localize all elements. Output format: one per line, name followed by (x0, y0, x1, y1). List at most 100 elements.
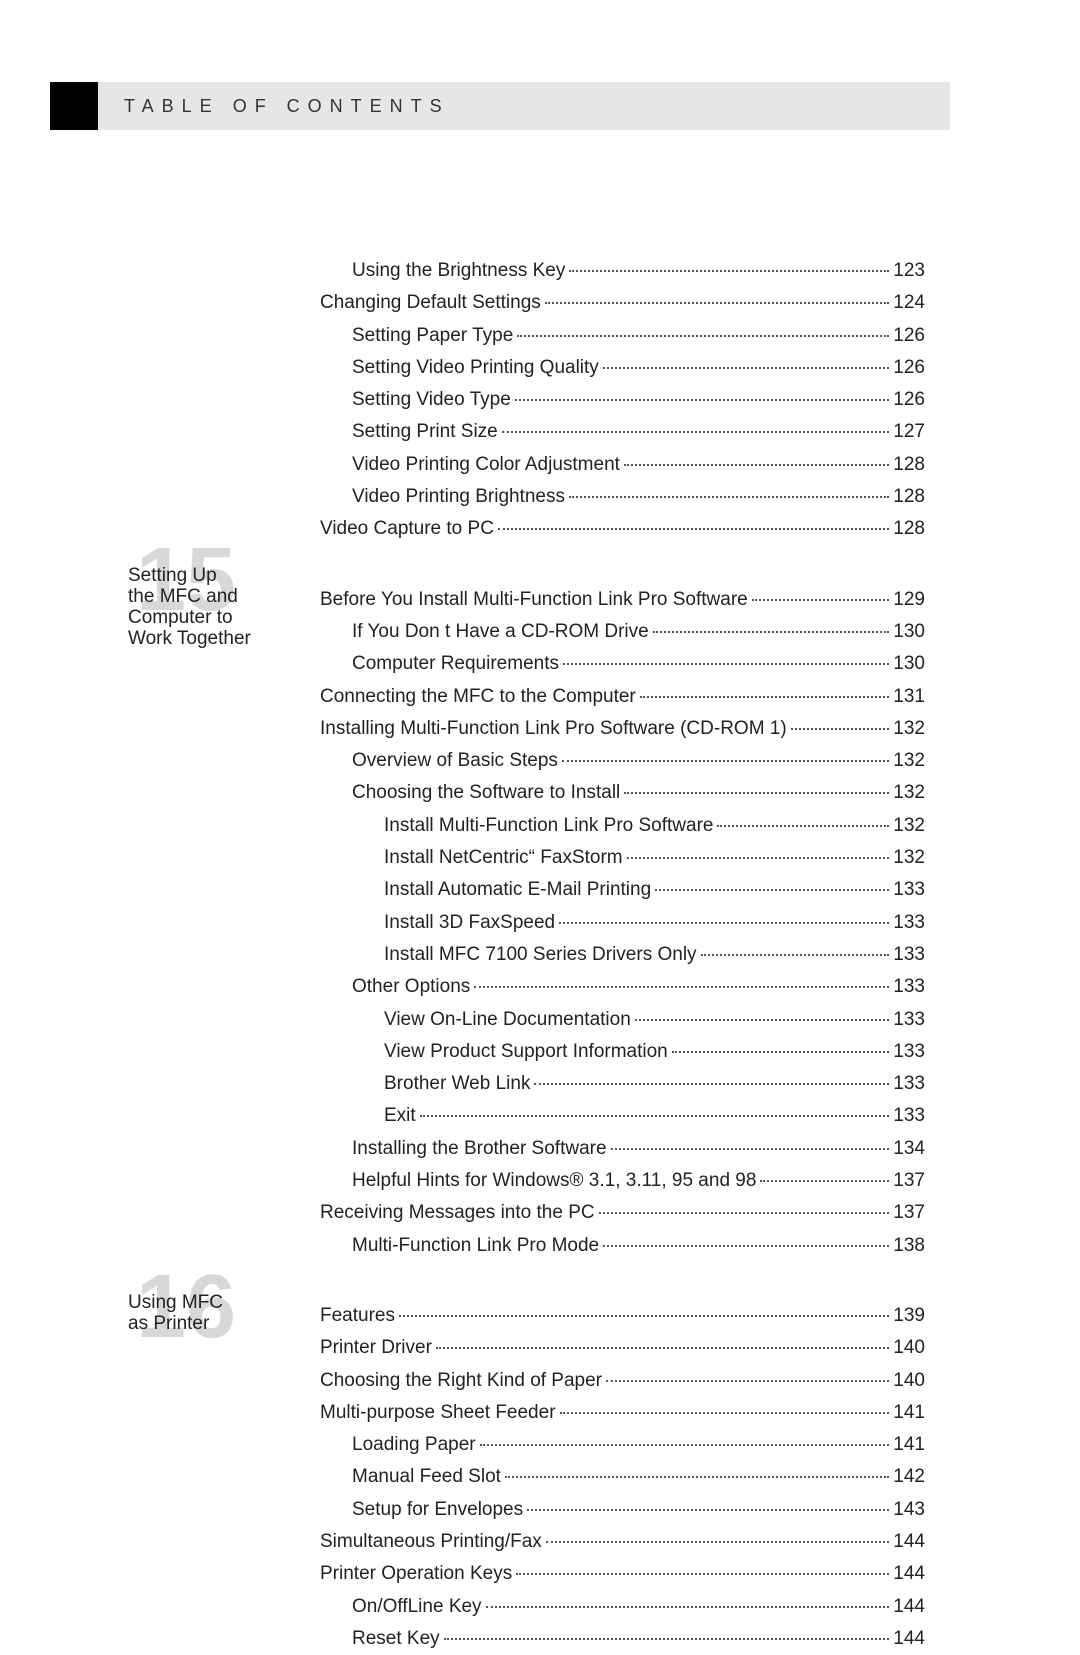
toc-leader-dots (569, 270, 889, 272)
toc-leader-dots (486, 1606, 890, 1608)
toc-leader-dots (444, 1638, 890, 1640)
toc-row: Setting Video Printing Quality 126 (320, 352, 925, 384)
toc-leader-dots (672, 1051, 890, 1053)
toc-label: Install 3D FaxSpeed (384, 907, 555, 939)
toc-page-number: 124 (893, 287, 925, 319)
toc-label: View Product Support Information (384, 1036, 668, 1068)
toc-label: Setting Video Type (352, 384, 511, 416)
toc-label: Setting Video Printing Quality (352, 352, 599, 384)
toc-leader-dots (624, 792, 889, 794)
toc-page-number: 144 (893, 1526, 925, 1558)
toc-page-number: 133 (893, 939, 925, 971)
toc-label: Printer Operation Keys (320, 1558, 512, 1590)
toc-row: Before You Install Multi-Function Link P… (320, 584, 925, 616)
toc-page-number: 142 (893, 1461, 925, 1493)
toc-label: Setting Print Size (352, 416, 498, 448)
toc-page-number: 133 (893, 1004, 925, 1036)
toc-label: Exit (384, 1100, 416, 1132)
toc-leader-dots (603, 1245, 889, 1247)
toc-page-number: 133 (893, 907, 925, 939)
toc-row: View Product Support Information 133 (320, 1036, 925, 1068)
toc-label: Installing the Brother Software (352, 1133, 607, 1165)
toc-leader-dots (560, 1412, 890, 1414)
section-title-line: as Printer (128, 1314, 308, 1335)
toc-label: Changing Default Settings (320, 287, 541, 319)
toc-page-number: 140 (893, 1332, 925, 1364)
toc-page-number: 144 (893, 1591, 925, 1623)
toc-leader-dots (611, 1148, 890, 1150)
toc-page-number: 128 (893, 481, 925, 513)
toc-page-number: 126 (893, 384, 925, 416)
section-title-line: Computer to (128, 608, 308, 629)
toc-label: Brother Web Link (384, 1068, 530, 1100)
toc-leader-dots (505, 1476, 889, 1478)
toc-label: Using the Brightness Key (352, 255, 565, 287)
toc-page-number: 129 (893, 584, 925, 616)
toc-page-number: 139 (893, 1300, 925, 1332)
toc-page-number: 126 (893, 320, 925, 352)
toc-leader-dots (517, 335, 889, 337)
toc-leader-dots (563, 663, 889, 665)
toc-row: View On-Line Documentation133 (320, 1004, 925, 1036)
toc-leader-dots (527, 1509, 889, 1511)
toc-label: Install Automatic E-Mail Printing (384, 874, 651, 906)
toc-label: Install NetCentric“ FaxStorm (384, 842, 623, 874)
toc-leader-dots (655, 889, 889, 891)
section-title-line: the MFC and (128, 587, 308, 608)
toc-row: Features139 (320, 1300, 925, 1332)
toc-leader-dots (480, 1444, 890, 1446)
toc-page-number: 130 (893, 648, 925, 680)
toc-label: Connecting the MFC to the Computer (320, 681, 636, 713)
toc-page-number: 134 (893, 1133, 925, 1165)
toc-leader-dots (498, 528, 889, 530)
toc-row: Multi-purpose Sheet Feeder141 (320, 1397, 925, 1429)
header-bar: TABLE OF CONTENTS (50, 82, 950, 130)
toc-row: Install NetCentric“ FaxStorm 132 (320, 842, 925, 874)
section-gap (320, 1262, 925, 1300)
toc-page-number: 126 (893, 352, 925, 384)
toc-label: Manual Feed Slot (352, 1461, 501, 1493)
toc-leader-dots (420, 1115, 890, 1117)
toc-label: Reset Key (352, 1623, 440, 1655)
toc-leader-dots (624, 464, 889, 466)
toc-label: Install MFC 7100 Series Drivers Only (384, 939, 697, 971)
toc-row: Using the Brightness Key123 (320, 255, 925, 287)
toc-leader-dots (603, 367, 890, 369)
toc-label: Setting Paper Type (352, 320, 513, 352)
toc-row: Video Printing Color Adjustment128 (320, 449, 925, 481)
toc-label: Video Printing Color Adjustment (352, 449, 620, 481)
toc-row: Install 3D FaxSpeed 133 (320, 907, 925, 939)
toc-page-number: 133 (893, 1100, 925, 1132)
toc-row: On/OffLine Key144 (320, 1591, 925, 1623)
toc-row: Setting Paper Type 126 (320, 320, 925, 352)
section-gap (320, 546, 925, 584)
toc-label: Choosing the Right Kind of Paper (320, 1365, 602, 1397)
toc-label: Overview of Basic Steps (352, 745, 558, 777)
toc-list: Using the Brightness Key123Changing Defa… (320, 255, 925, 1655)
toc-row: Video Capture to PC128 (320, 513, 925, 545)
toc-row: Setting Print Size127 (320, 416, 925, 448)
toc-label: Receiving Messages into the PC (320, 1197, 595, 1229)
toc-row: Loading Paper141 (320, 1429, 925, 1461)
toc-page-number: 131 (893, 681, 925, 713)
toc-page-number: 132 (893, 777, 925, 809)
toc-row: Other Options133 (320, 971, 925, 1003)
toc-row: Multi-Function Link Pro Mode138 (320, 1230, 925, 1262)
toc-page-number: 132 (893, 842, 925, 874)
toc-row: Video Printing Brightness128 (320, 481, 925, 513)
toc-row: Brother Web Link 133 (320, 1068, 925, 1100)
toc-row: Install MFC 7100 Series Drivers Only 133 (320, 939, 925, 971)
toc-page-number: 144 (893, 1558, 925, 1590)
toc-page-number: 133 (893, 1036, 925, 1068)
toc-row: Connecting the MFC to the Computer 131 (320, 681, 925, 713)
toc-row: Computer Requirements130 (320, 648, 925, 680)
toc-row: Setting Video Type 126 (320, 384, 925, 416)
toc-page-number: 133 (893, 1068, 925, 1100)
toc-row: Changing Default Settings 124 (320, 287, 925, 319)
toc-label: Video Capture to PC (320, 513, 494, 545)
toc-leader-dots (534, 1083, 889, 1085)
section-title-15: Setting Up the MFC and Computer to Work … (128, 566, 308, 650)
toc-label: Install Multi-Function Link Pro Software (384, 810, 713, 842)
toc-page-number: 132 (893, 810, 925, 842)
toc-leader-dots (653, 631, 890, 633)
